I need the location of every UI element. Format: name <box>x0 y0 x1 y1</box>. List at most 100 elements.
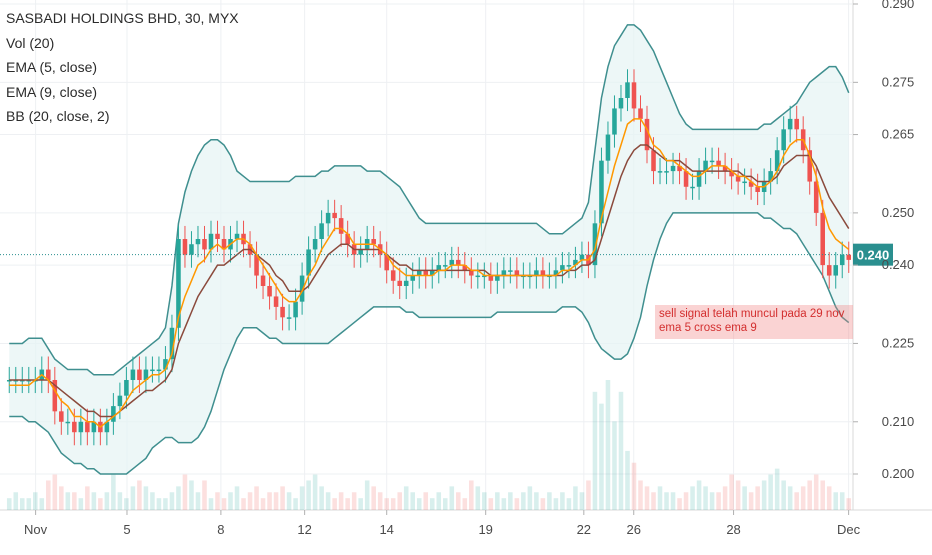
candle-body <box>709 160 715 163</box>
volume-bar <box>332 498 337 510</box>
volume-bar <box>351 492 357 510</box>
legend-ema9[interactable]: EMA (9, close) <box>6 83 98 100</box>
volume-bar <box>579 492 585 510</box>
volume-bar <box>13 492 19 510</box>
volume-bar <box>234 486 240 510</box>
candle-body <box>85 421 90 433</box>
volume-bar <box>299 486 305 510</box>
volume-bar <box>91 492 97 510</box>
candle-body <box>755 186 760 192</box>
candle-body <box>293 301 298 318</box>
annotation-line-2: ema 5 cross ema 9 <box>659 322 757 334</box>
volume-bar <box>286 492 292 510</box>
candle-body <box>469 270 474 276</box>
candle-body <box>169 327 175 360</box>
volume-bar <box>429 498 435 510</box>
volume-bar <box>709 492 715 510</box>
time-axis[interactable]: Nov 5 8 12 14 19 22 26 28 Dec <box>24 510 861 537</box>
candle-body <box>820 212 825 266</box>
candle-body <box>560 265 565 271</box>
volume-bar <box>475 486 481 510</box>
candle-body <box>202 239 207 250</box>
candle-body <box>677 165 682 172</box>
volume-bar <box>436 492 442 510</box>
volume-bar <box>742 486 747 510</box>
legend-symbol[interactable]: SASBADI HOLDINGS BHD, 30, MYX <box>6 10 239 26</box>
volume-bar <box>189 480 194 510</box>
candle-body <box>442 265 448 267</box>
legend-bb[interactable]: BB (20, close, 2) <box>6 108 110 124</box>
candle-body <box>358 249 363 255</box>
candle-body <box>475 275 481 278</box>
ema-lines <box>9 118 850 428</box>
volume-bar <box>397 492 402 510</box>
candle-body <box>436 265 442 271</box>
candle-body <box>156 369 162 372</box>
volume-bar <box>423 492 429 510</box>
volume-bar <box>605 380 611 510</box>
y-tick-label: 0.290 <box>882 0 915 11</box>
volume-bar <box>137 480 142 510</box>
legend-ema5[interactable]: EMA (5, close) <box>6 59 98 75</box>
candle-body <box>195 239 201 245</box>
volume-bar <box>345 498 350 510</box>
candle-body <box>664 171 669 173</box>
volume-bar <box>534 492 539 510</box>
y-tick-label: 0.265 <box>882 127 915 142</box>
volume-bar <box>306 480 311 510</box>
volume-bar <box>566 498 572 510</box>
candle-body <box>182 239 188 255</box>
volume-bar <box>807 480 812 510</box>
volume-bar <box>612 421 617 510</box>
volume-bar <box>774 468 780 510</box>
volume-bar <box>280 486 285 510</box>
volume-bar <box>586 480 591 510</box>
candle-body <box>306 249 311 276</box>
volume-bar <box>781 480 786 510</box>
last-price-label: 0.240 <box>857 248 890 263</box>
y-tick-label: 0.240 <box>882 257 915 272</box>
volume-bar <box>664 492 669 510</box>
volume-bar <box>410 492 416 510</box>
volume-bar <box>794 492 799 510</box>
y-tick-label: 0.210 <box>882 414 915 429</box>
volume-bar <box>527 486 533 510</box>
y-tick-label: 0.200 <box>882 466 915 481</box>
volume-bar <box>325 492 331 510</box>
candle-body <box>91 421 97 433</box>
candle-body <box>540 270 546 276</box>
volume-bar <box>846 498 852 510</box>
volume-bar <box>163 498 168 510</box>
candle-body <box>137 369 142 380</box>
x-tick-label: Dec <box>837 522 861 537</box>
candle-body <box>78 421 84 433</box>
annotation-box[interactable]: sell signal telah muncul pada 29 nov ema… <box>655 305 853 339</box>
x-tick-label: Nov <box>24 522 48 537</box>
candle-body <box>338 218 344 234</box>
volume-bar <box>618 391 624 510</box>
volume-bar <box>631 462 637 510</box>
candle-body <box>52 380 58 412</box>
volume-bar <box>221 498 227 510</box>
volume-bar <box>813 474 819 510</box>
candle-body <box>735 176 741 182</box>
candle-body <box>397 280 402 286</box>
candle-body <box>703 160 708 172</box>
candle-body <box>163 359 168 370</box>
volume-bar <box>72 492 77 510</box>
legend-volume[interactable]: Vol (20) <box>6 34 55 51</box>
x-tick-label: 8 <box>217 522 224 537</box>
candle-body <box>781 129 786 151</box>
volume-bar <box>195 492 201 510</box>
candle-body <box>839 254 845 266</box>
volume-bar <box>143 486 149 510</box>
volume-bar <box>384 498 389 510</box>
volume-bar <box>293 498 298 510</box>
volume-bar <box>254 486 259 510</box>
volume-bar <box>703 486 708 510</box>
candle-body <box>403 280 409 286</box>
candle-body <box>722 165 728 172</box>
price-axis[interactable]: 0.200 0.210 0.225 0.240 0.250 0.265 0.275 0.290 <box>853 0 914 481</box>
